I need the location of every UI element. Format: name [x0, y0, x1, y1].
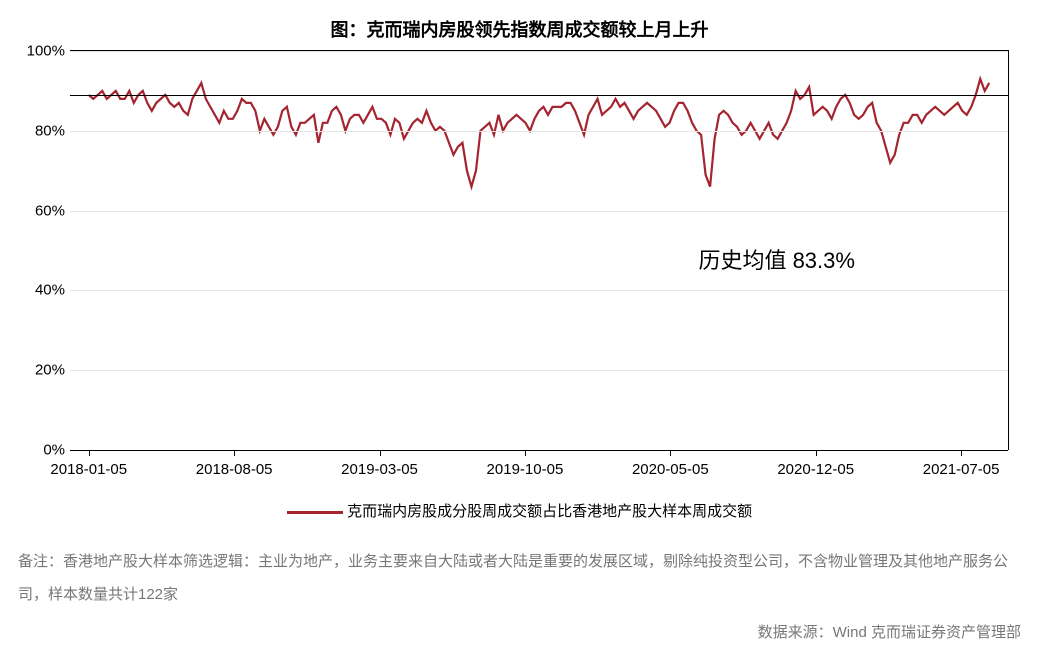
- reference-line: [70, 95, 1008, 96]
- x-axis-tick: 2018-01-05: [50, 461, 127, 478]
- y-axis-tick: 80%: [15, 122, 65, 139]
- legend-swatch: [287, 511, 343, 514]
- gridline: [70, 51, 1008, 52]
- x-axis-tickmark: [670, 450, 671, 456]
- x-axis-tick: 2018-08-05: [196, 461, 273, 478]
- chart-area: 0%20%40%60%80%100%2018-01-052018-08-0520…: [70, 50, 1009, 450]
- x-axis-tick: 2020-05-05: [632, 461, 709, 478]
- gridline: [70, 450, 1008, 451]
- y-axis-tick: 60%: [15, 202, 65, 219]
- x-axis-tickmark: [961, 450, 962, 456]
- chart-title: 图：克而瑞内房股领先指数周成交额较上月上升: [0, 0, 1039, 50]
- x-axis-tickmark: [525, 450, 526, 456]
- gridline: [70, 211, 1008, 212]
- series-line: [70, 51, 1008, 450]
- y-axis-tick: 0%: [15, 442, 65, 459]
- x-axis-tickmark: [380, 450, 381, 456]
- legend: 克而瑞内房股成分股周成交额占比香港地产股大样本周成交额: [0, 500, 1039, 521]
- gridline: [70, 370, 1008, 371]
- x-axis-tick: 2020-12-05: [777, 461, 854, 478]
- y-axis-tick: 40%: [15, 282, 65, 299]
- x-axis-tickmark: [816, 450, 817, 456]
- x-axis-tickmark: [89, 450, 90, 456]
- footnote: 备注：香港地产股大样本筛选逻辑：主业为地产，业务主要来自大陆或者大陆是重要的发展…: [18, 545, 1021, 611]
- data-source: 数据来源：Wind 克而瑞证券资产管理部: [0, 621, 1021, 642]
- y-axis-tick: 100%: [15, 43, 65, 60]
- gridline: [70, 290, 1008, 291]
- x-axis-tick: 2019-10-05: [487, 461, 564, 478]
- x-axis-tickmark: [234, 450, 235, 456]
- x-axis-tick: 2019-03-05: [341, 461, 418, 478]
- gridline: [70, 131, 1008, 132]
- plot-area: 0%20%40%60%80%100%2018-01-052018-08-0520…: [70, 51, 1008, 450]
- y-axis-tick: 20%: [15, 362, 65, 379]
- x-axis-tick: 2021-07-05: [923, 461, 1000, 478]
- annotation-historical-mean: 历史均值 83.3%: [698, 243, 855, 275]
- legend-label: 克而瑞内房股成分股周成交额占比香港地产股大样本周成交额: [347, 503, 752, 520]
